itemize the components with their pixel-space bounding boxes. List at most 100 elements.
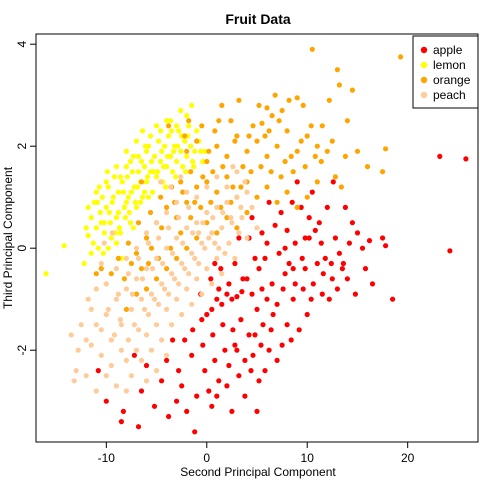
data-point-peach — [135, 255, 142, 261]
data-point-orange — [246, 133, 252, 139]
data-point-orange — [123, 306, 129, 312]
data-point-peach — [123, 255, 129, 261]
data-point-apple — [300, 286, 306, 292]
data-point-lemon — [61, 243, 67, 249]
y-tick-label: 2 — [15, 143, 29, 150]
series-peach — [68, 164, 260, 394]
data-point-orange — [153, 276, 160, 282]
data-point-orange — [254, 194, 260, 200]
data-point-lemon — [132, 199, 138, 205]
data-point-apple — [322, 255, 328, 261]
data-point-orange — [224, 215, 230, 221]
data-point-peach — [174, 296, 180, 302]
data-point-apple — [192, 429, 198, 435]
data-point-orange — [230, 184, 236, 190]
data-point-peach — [194, 276, 200, 282]
data-point-orange — [264, 105, 270, 111]
data-point-lemon — [133, 138, 140, 144]
y-tick-label: 4 — [15, 41, 29, 48]
x-tick-label: 20 — [401, 451, 415, 465]
data-point-lemon — [127, 220, 133, 226]
data-point-apple — [224, 383, 230, 389]
data-point-peach — [123, 388, 129, 394]
data-point-orange — [250, 123, 256, 129]
legend-label-lemon: lemon — [433, 58, 466, 72]
data-point-orange — [200, 174, 206, 180]
data-point-orange — [198, 204, 204, 210]
data-point-apple — [296, 327, 302, 333]
data-point-lemon — [150, 169, 157, 175]
data-point-apple — [316, 220, 322, 226]
data-point-apple — [194, 393, 200, 399]
data-point-apple — [95, 368, 101, 374]
data-point-lemon — [135, 169, 142, 175]
data-point-orange — [125, 240, 131, 246]
data-point-apple — [143, 362, 150, 369]
data-point-apple — [289, 199, 295, 205]
data-point-apple — [220, 322, 226, 328]
data-point-apple — [330, 179, 336, 185]
data-point-apple — [232, 342, 238, 348]
data-point-orange — [274, 199, 280, 205]
data-point-lemon — [121, 204, 127, 210]
data-point-lemon — [198, 148, 204, 154]
data-point-orange — [284, 189, 290, 195]
data-point-peach — [113, 383, 119, 389]
data-point-peach — [244, 189, 250, 195]
data-point-apple — [170, 337, 176, 343]
data-point-peach — [151, 296, 158, 302]
data-point-lemon — [189, 102, 195, 108]
data-point-orange — [214, 143, 220, 149]
data-point-apple — [234, 294, 240, 300]
data-point-peach — [204, 209, 210, 216]
data-point-orange — [145, 260, 152, 267]
data-point-apple — [234, 347, 240, 353]
data-point-orange — [334, 67, 340, 73]
data-point-orange — [232, 138, 238, 144]
data-point-orange — [279, 107, 285, 114]
data-point-peach — [93, 388, 99, 394]
data-point-orange — [108, 271, 114, 277]
data-point-lemon — [184, 153, 190, 159]
data-point-apple — [266, 199, 272, 205]
data-point-peach — [212, 240, 218, 246]
data-point-apple — [246, 332, 252, 338]
data-point-lemon — [110, 194, 116, 200]
data-point-apple — [232, 260, 238, 267]
data-point-apple — [324, 204, 330, 210]
data-point-apple — [334, 286, 340, 292]
data-point-lemon — [93, 189, 99, 195]
data-point-orange — [264, 153, 270, 159]
data-point-orange — [312, 153, 318, 159]
data-point-peach — [169, 322, 175, 328]
data-point-peach — [192, 255, 198, 261]
data-point-peach — [143, 266, 150, 272]
data-point-apple — [210, 332, 216, 338]
legend-label-peach: peach — [433, 88, 466, 102]
data-point-apple — [264, 296, 270, 302]
data-point-apple — [312, 227, 318, 233]
data-point-apple — [219, 301, 225, 307]
data-point-peach — [135, 327, 142, 333]
data-point-lemon — [113, 164, 119, 170]
data-point-orange — [228, 199, 234, 205]
data-point-peach — [117, 317, 123, 323]
data-point-orange — [206, 148, 212, 154]
data-point-orange — [164, 204, 170, 210]
data-point-apple — [189, 352, 195, 358]
data-point-orange — [294, 204, 300, 210]
data-point-peach — [148, 291, 155, 297]
data-point-apple — [240, 276, 246, 282]
series-orange — [93, 46, 428, 312]
data-point-apple — [164, 357, 170, 363]
data-point-peach — [93, 286, 99, 292]
data-point-orange — [398, 54, 404, 60]
data-point-apple — [340, 260, 346, 267]
data-point-orange — [159, 225, 165, 231]
data-point-peach — [230, 164, 236, 170]
data-point-lemon — [186, 123, 192, 129]
data-point-lemon — [97, 209, 103, 216]
data-point-orange — [115, 255, 121, 261]
data-point-orange — [168, 245, 174, 251]
